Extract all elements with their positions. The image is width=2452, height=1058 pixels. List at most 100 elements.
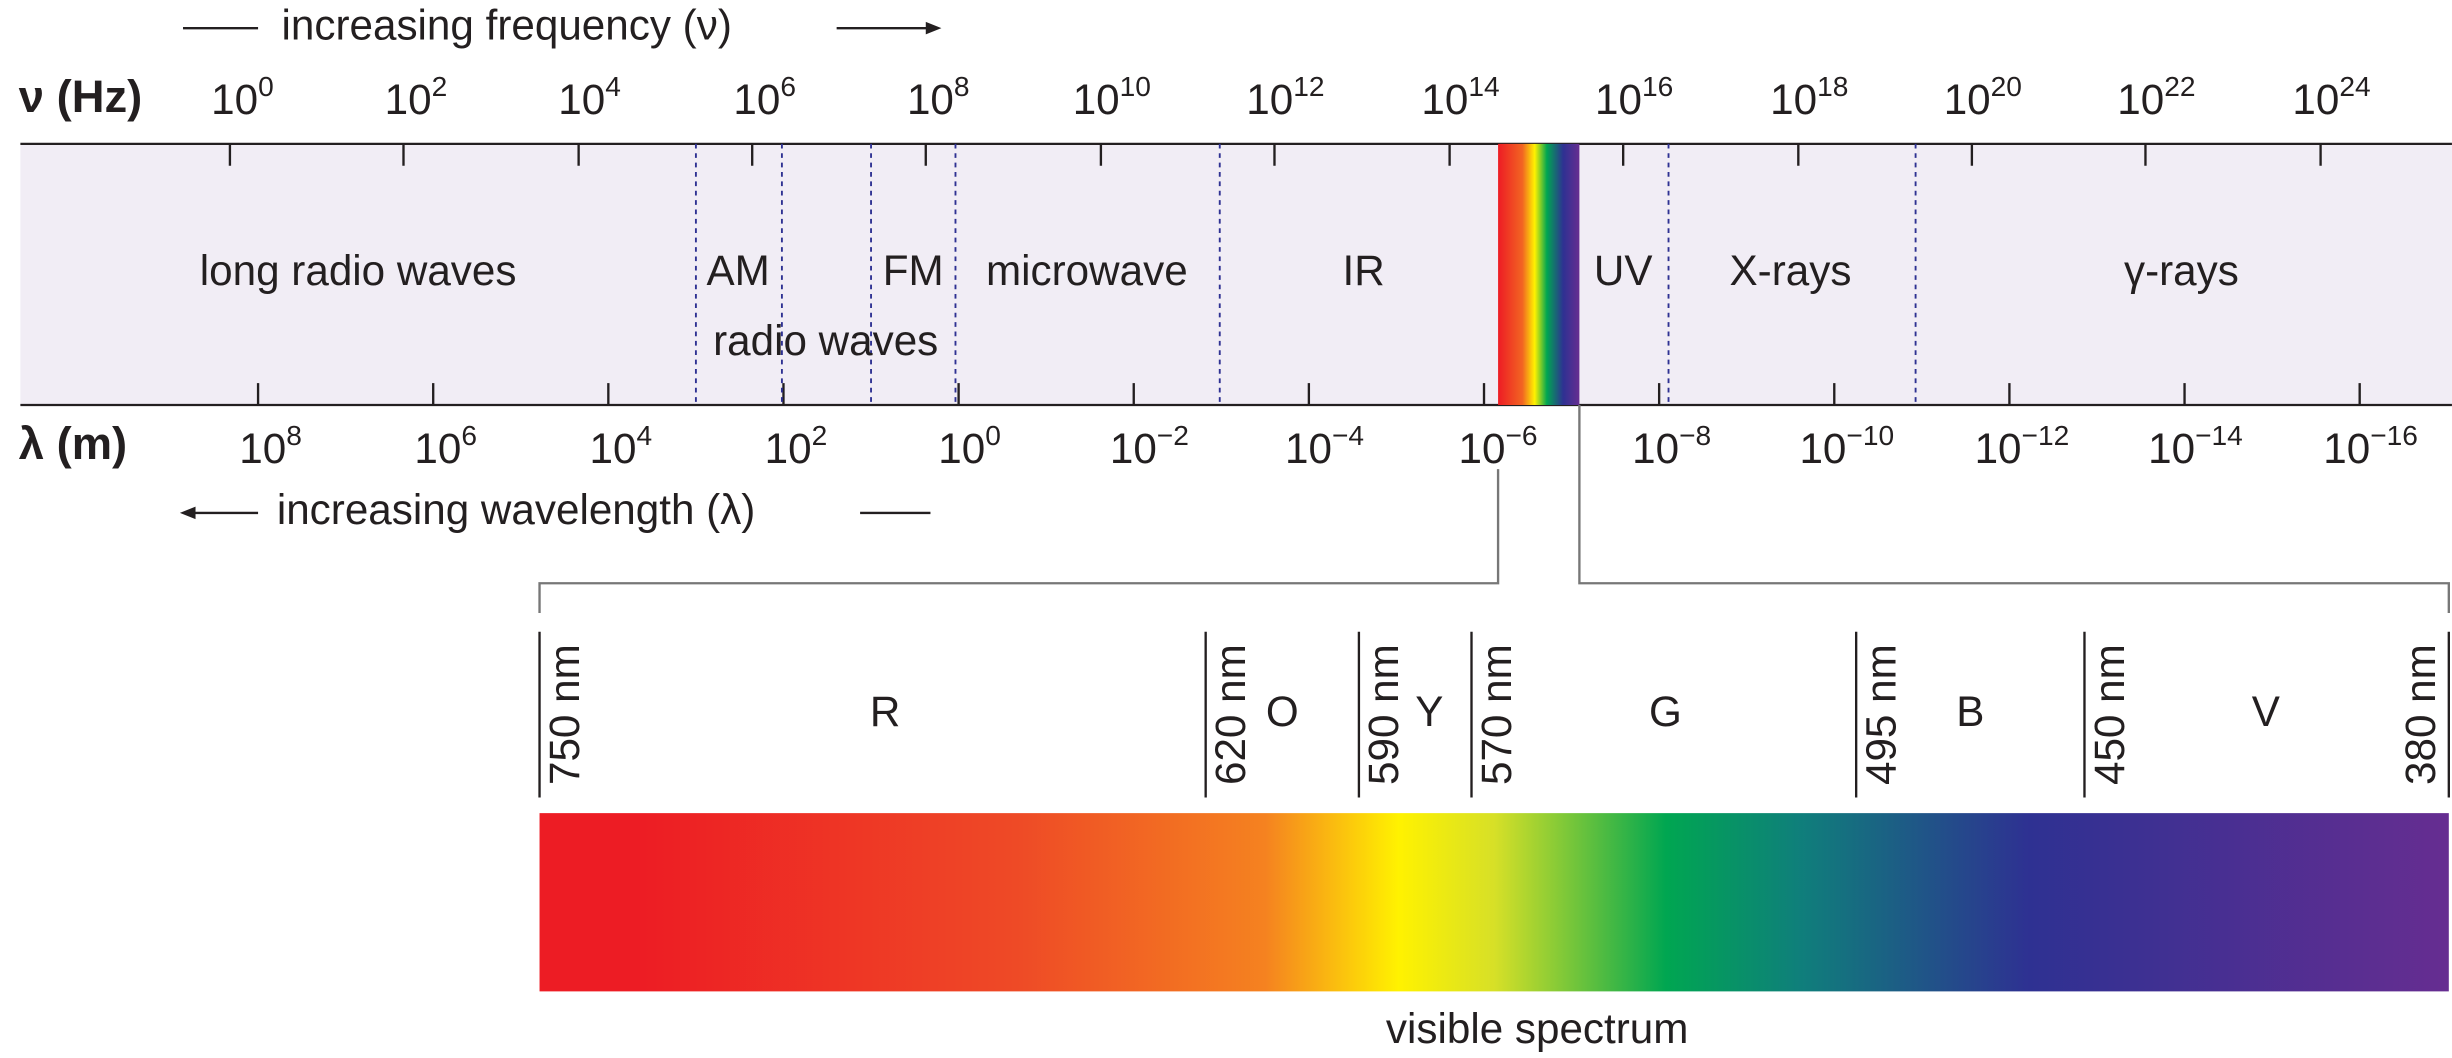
base: 10: [2323, 425, 2370, 472]
base: 10: [1459, 425, 1506, 472]
wavelength-label: 104: [590, 420, 653, 472]
exponent: 2: [432, 72, 448, 103]
connector: [538, 469, 1500, 613]
base: 10: [1285, 425, 1332, 472]
base: 10: [590, 425, 637, 472]
base: 10: [1595, 76, 1642, 123]
band-label: X-rays: [1730, 247, 1852, 294]
wavelength-label: 10−16: [2323, 420, 2418, 472]
exponent: −2: [1157, 420, 1189, 451]
exponent: −12: [2022, 420, 2070, 451]
base: 10: [907, 76, 954, 123]
exponent: −16: [2370, 420, 2418, 451]
base: 10: [239, 425, 286, 472]
band-label: long radio waves: [200, 247, 517, 294]
exponent: −4: [1332, 420, 1364, 451]
exponent: −14: [2195, 420, 2243, 451]
base: 10: [414, 425, 461, 472]
frequency-arrow-label: increasing frequency (ν): [282, 1, 732, 48]
boundary-label: 570 nm: [1473, 644, 1520, 785]
exponent: 0: [985, 420, 1001, 451]
base: 10: [1799, 425, 1846, 472]
frequency-label: 104: [558, 72, 621, 124]
exponent: 14: [1468, 72, 1499, 103]
wavelength-label: 10−14: [2148, 420, 2243, 472]
boundary-label: 590 nm: [1360, 644, 1407, 785]
connector: [1578, 404, 2450, 613]
wavelength-axis-label: λ (m): [19, 418, 127, 469]
exponent: −10: [1846, 420, 1894, 451]
base: 10: [733, 76, 780, 123]
exponent: 4: [636, 420, 652, 451]
exponent: 22: [2164, 72, 2195, 103]
frequency-label: 1014: [1421, 72, 1499, 124]
base: 10: [558, 76, 605, 123]
frequency-label: 102: [385, 72, 448, 124]
boundary-label: 380 nm: [2397, 644, 2444, 785]
color-label: B: [1956, 688, 1984, 735]
color-label: R: [870, 688, 900, 735]
base: 10: [765, 425, 812, 472]
base: 10: [1421, 76, 1468, 123]
exponent: 8: [286, 420, 302, 451]
exponent: 24: [2339, 72, 2370, 103]
wavelength-label: 10−12: [1975, 420, 2070, 472]
frequency-label: 1022: [2117, 72, 2195, 124]
band-label: UV: [1594, 247, 1653, 294]
exponent: 16: [1642, 72, 1673, 103]
exponent: 20: [1991, 72, 2022, 103]
exponent: 6: [780, 72, 796, 103]
boundary-label: 450 nm: [2086, 644, 2133, 785]
frequency-axis-label: ν (Hz): [19, 71, 142, 122]
base: 10: [2148, 425, 2195, 472]
base: 10: [1975, 425, 2022, 472]
wavelength-label: 108: [239, 420, 302, 472]
band-label: γ-rays: [2124, 247, 2239, 294]
arrowhead: [179, 506, 196, 520]
visible-spectrum-bar: [539, 813, 2449, 992]
base: 10: [2292, 76, 2339, 123]
visible-band: [1498, 143, 1580, 405]
frequency-label: 1018: [1770, 72, 1848, 124]
frequency-label: 1016: [1595, 72, 1673, 124]
wavelength-label: 10−10: [1799, 420, 1894, 472]
exponent: 4: [605, 72, 621, 103]
wavelength-label: 10−2: [1110, 420, 1189, 472]
frequency-label: 1020: [1944, 72, 2022, 124]
color-label: G: [1649, 688, 1682, 735]
boundary-label: 495 nm: [1857, 644, 1904, 785]
frequency-label: 1012: [1246, 72, 1324, 124]
exponent: −8: [1679, 420, 1711, 451]
base: 10: [1073, 76, 1120, 123]
exponent: 12: [1293, 72, 1324, 103]
band-label: FM: [883, 247, 944, 294]
exponent: 10: [1120, 72, 1151, 103]
base: 10: [1944, 76, 1991, 123]
base: 10: [1632, 425, 1679, 472]
band-label: radio waves: [713, 317, 938, 364]
spectrum-band: [20, 143, 2452, 405]
color-label: V: [2252, 688, 2280, 735]
wavelength-label: 102: [765, 420, 828, 472]
exponent: 0: [258, 72, 274, 103]
base: 10: [2117, 76, 2164, 123]
frequency-label: 1024: [2292, 72, 2370, 124]
arrows: [183, 26, 933, 515]
base: 10: [1110, 425, 1157, 472]
base: 10: [938, 425, 985, 472]
wavelength-label: 10−4: [1285, 420, 1364, 472]
arrowhead: [925, 21, 942, 35]
boundary-label: 620 nm: [1207, 644, 1254, 785]
frequency-label: 108: [907, 72, 970, 124]
base: 10: [1770, 76, 1817, 123]
frequency-label: 1010: [1073, 72, 1151, 124]
base: 10: [211, 76, 258, 123]
exponent: 8: [954, 72, 970, 103]
base: 10: [385, 76, 432, 123]
wavelength-label: 100: [938, 420, 1001, 472]
boundary-label: 750 nm: [541, 644, 588, 785]
wavelength-label: 106: [414, 420, 477, 472]
frequency-label: 106: [733, 72, 796, 124]
band-label: microwave: [986, 247, 1188, 294]
